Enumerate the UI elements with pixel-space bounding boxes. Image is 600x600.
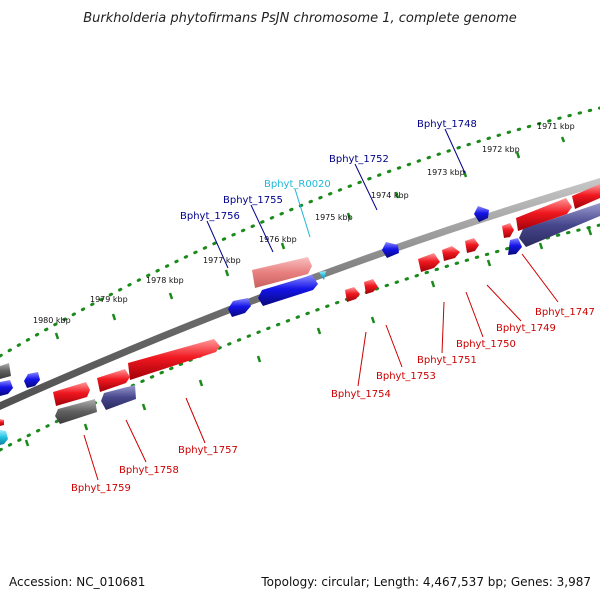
gene-label[interactable]: Bphyt_1759 xyxy=(71,483,131,494)
chromosome-backbone xyxy=(0,178,600,410)
inner-major-ticks xyxy=(24,228,593,447)
gene-feature[interactable] xyxy=(508,238,522,255)
gene-label[interactable]: Bphyt_R0020 xyxy=(264,179,331,190)
gene-label[interactable]: Bphyt_1754 xyxy=(331,389,391,400)
rna-feature[interactable] xyxy=(319,271,326,280)
ruler-label: 1972 kbp xyxy=(482,145,520,154)
ruler-label: 1976 kbp xyxy=(259,235,297,244)
gene-label[interactable]: Bphyt_1755 xyxy=(223,195,283,206)
gene-feature[interactable] xyxy=(502,223,514,238)
pseudogene-features xyxy=(0,203,600,424)
ruler-label: 1971 kbp xyxy=(537,122,575,131)
gene-feature[interactable] xyxy=(228,298,251,317)
gene-label[interactable]: Bphyt_1747 xyxy=(535,307,595,318)
gene-feature[interactable] xyxy=(128,339,220,380)
gene-label[interactable]: Bphyt_1748 xyxy=(417,119,477,130)
gene-feature[interactable] xyxy=(252,257,312,288)
gene-feature[interactable] xyxy=(24,372,40,388)
gene-feature[interactable] xyxy=(382,242,399,258)
bottom-leader-lines xyxy=(83,253,559,481)
gene-label[interactable]: Bphyt_1756 xyxy=(180,211,240,222)
map-title: Burkholderia phytofirmans PsJN chromosom… xyxy=(83,11,517,26)
gene-label[interactable]: Bphyt_1751 xyxy=(417,355,477,366)
gene-label[interactable]: Bphyt_1757 xyxy=(178,445,238,456)
outer-major-ticks xyxy=(54,136,566,340)
gene-feature[interactable] xyxy=(53,382,90,406)
ruler-label: 1980 kbp xyxy=(33,316,71,325)
topology-stats-text: Topology: circular; Length: 4,467,537 bp… xyxy=(260,575,591,589)
gene-feature[interactable] xyxy=(0,380,13,396)
bottom-gene-labels: Bphyt_1747 Bphyt_1749 Bphyt_1750 Bphyt_1… xyxy=(71,307,595,494)
rna-features xyxy=(0,271,326,445)
ruler-label: 1973 kbp xyxy=(427,168,465,177)
top-leader-lines xyxy=(206,128,466,269)
ruler-label: 1979 kbp xyxy=(90,295,128,304)
gene-label[interactable]: Bphyt_1750 xyxy=(456,339,516,350)
ruler-label: 1975 kbp xyxy=(315,213,353,222)
gene-feature[interactable] xyxy=(0,363,11,379)
gene-feature[interactable] xyxy=(258,275,318,306)
forward-strand-genes xyxy=(53,184,600,406)
ruler-label: 1977 kbp xyxy=(203,256,241,265)
gene-feature[interactable] xyxy=(364,279,378,294)
gene-feature[interactable] xyxy=(516,198,572,231)
top-gene-labels: Bphyt_1748 Bphyt_1752 Bphyt_R0020 Bphyt_… xyxy=(180,119,477,222)
gene-feature[interactable] xyxy=(418,253,440,272)
ruler-label: 1974 kbp xyxy=(371,191,409,200)
gene-feature[interactable] xyxy=(519,203,600,247)
gene-label[interactable]: Bphyt_1752 xyxy=(329,154,389,165)
rna-feature[interactable] xyxy=(0,419,4,426)
gene-feature[interactable] xyxy=(101,385,136,410)
gene-feature[interactable] xyxy=(442,246,460,261)
gene-feature[interactable] xyxy=(55,399,97,424)
rna-feature[interactable] xyxy=(0,430,8,445)
kbp-ruler: 1971 kbp 1972 kbp 1973 kbp 1974 kbp 1975… xyxy=(33,122,575,325)
gene-label[interactable]: Bphyt_1753 xyxy=(376,371,436,382)
gene-feature[interactable] xyxy=(474,206,489,222)
accession-text: Accession: NC_010681 xyxy=(9,575,145,589)
gene-label[interactable]: Bphyt_1758 xyxy=(119,465,179,476)
gene-feature[interactable] xyxy=(465,238,479,253)
gene-feature[interactable] xyxy=(345,287,360,302)
gene-feature[interactable] xyxy=(97,369,130,392)
reverse-strand-genes xyxy=(0,206,522,396)
ruler-label: 1978 kbp xyxy=(146,276,184,285)
gene-feature[interactable] xyxy=(572,184,600,209)
inner-tick-ring xyxy=(0,223,600,452)
gene-label[interactable]: Bphyt_1749 xyxy=(496,323,556,334)
